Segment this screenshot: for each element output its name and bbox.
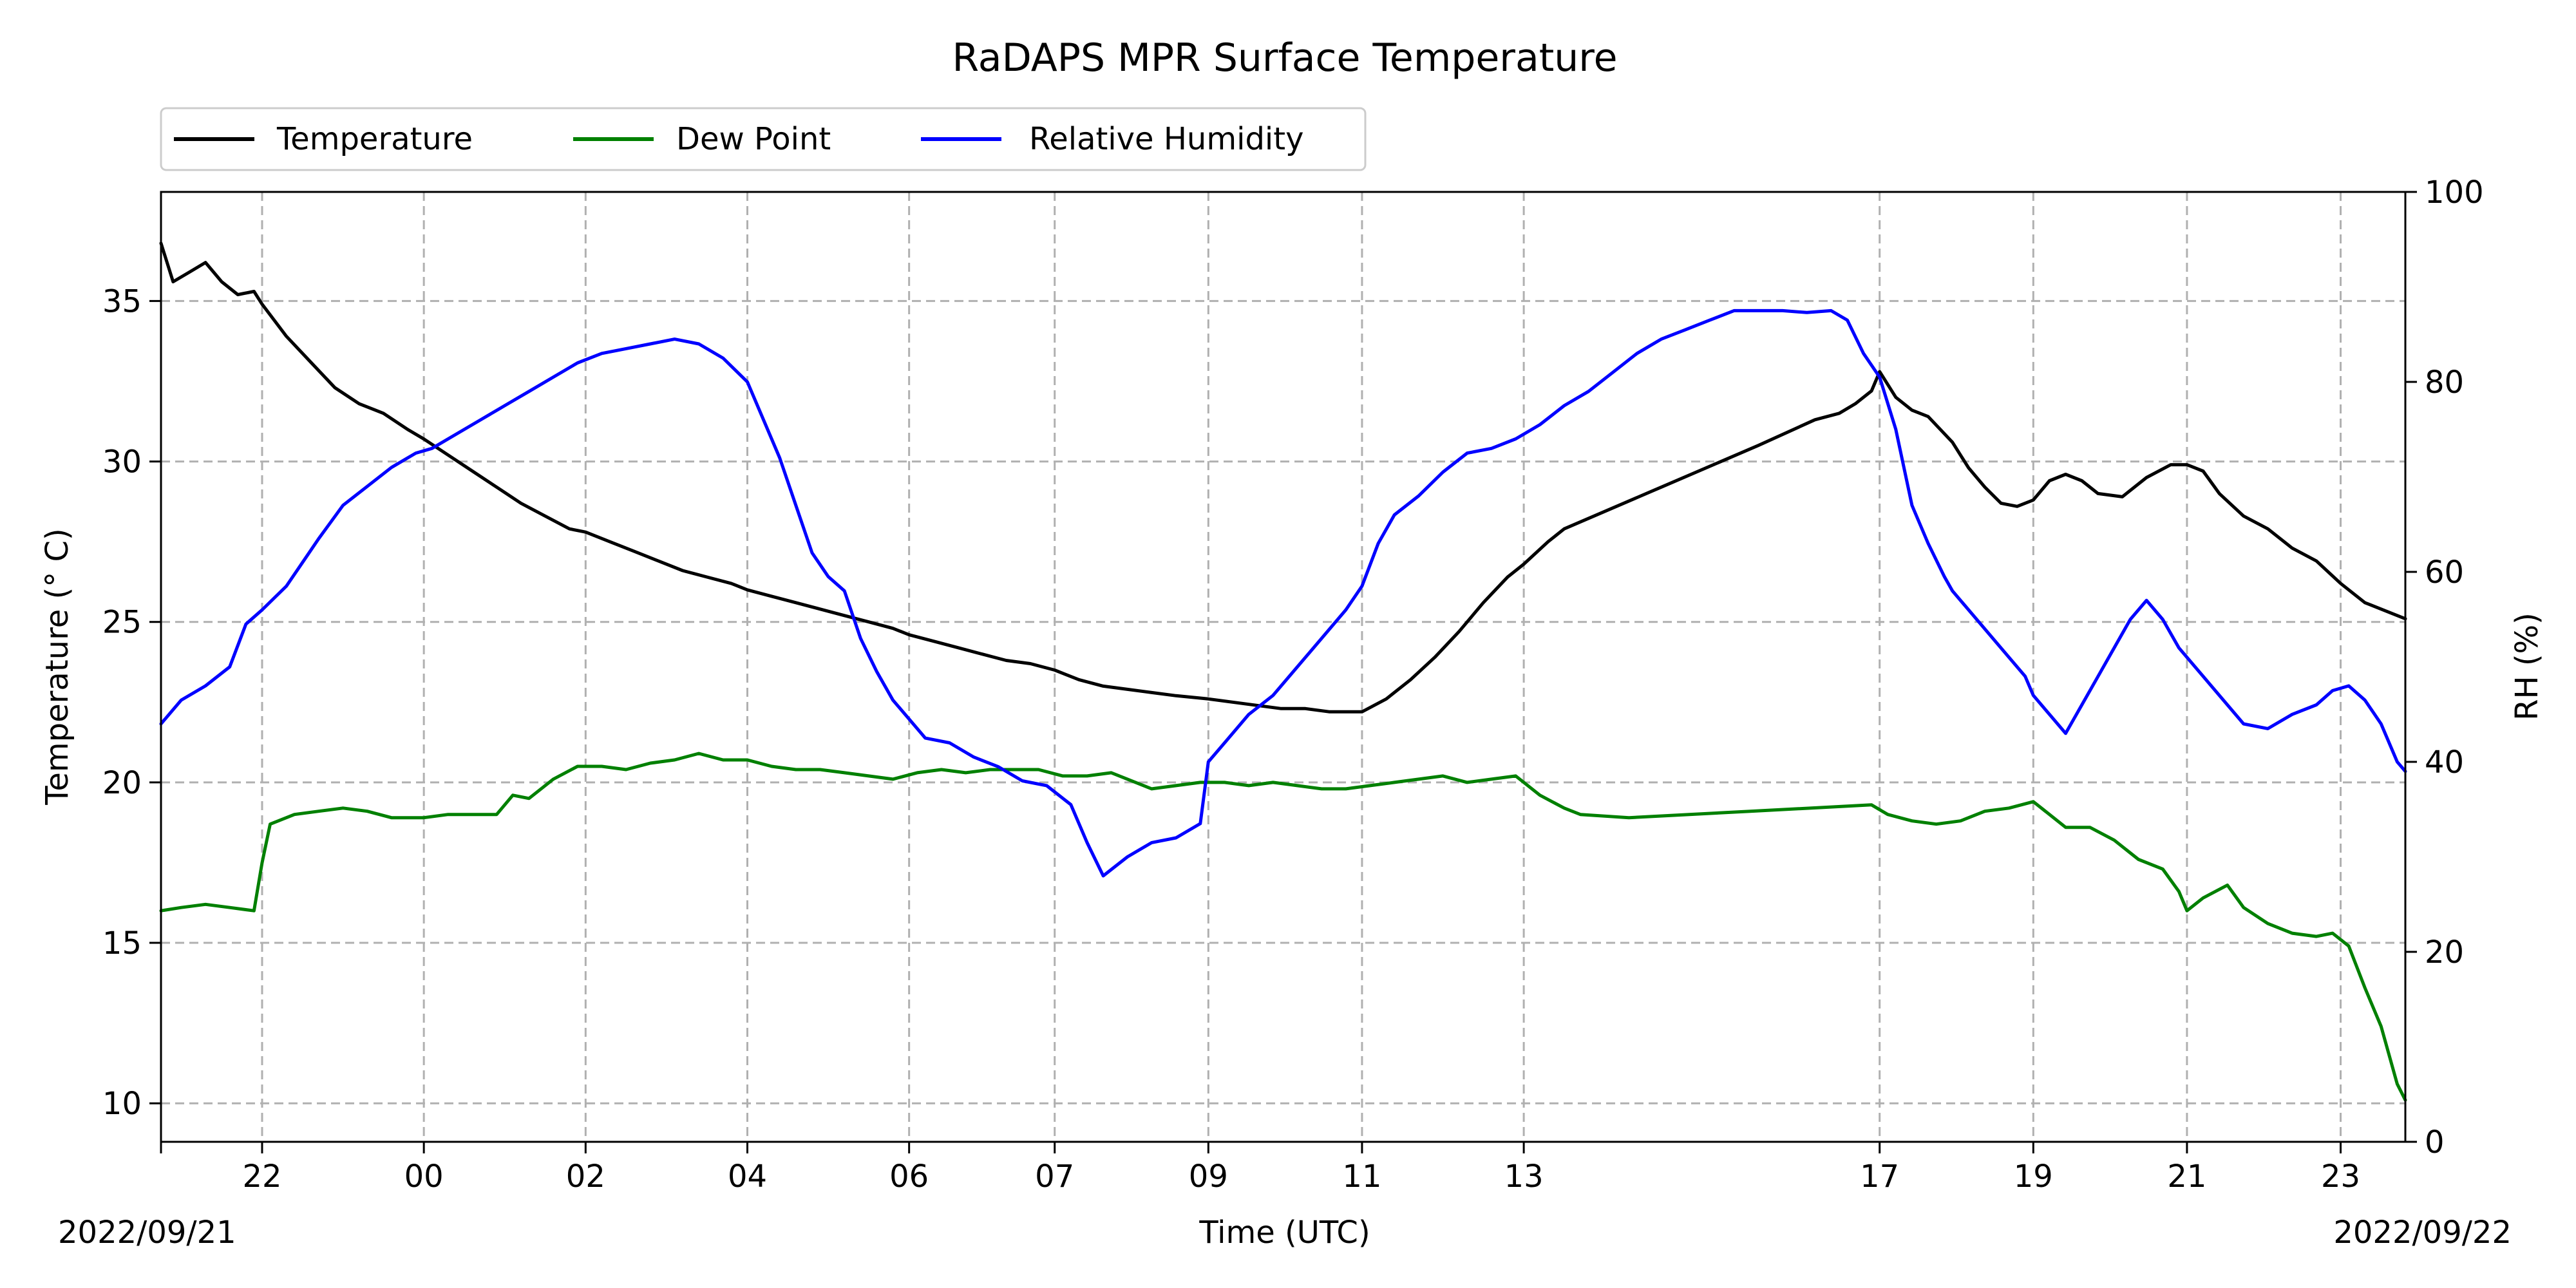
right-y-axis: 0 20 40 60 80 100: [2405, 175, 2484, 1160]
x-tick-label: 09: [1189, 1159, 1228, 1195]
x-tick-label: 13: [1504, 1159, 1544, 1195]
legend-rh-label: Relative Humidity: [1029, 121, 1303, 157]
x-tick-label: 02: [566, 1159, 605, 1195]
plot-frame: [160, 191, 2407, 1143]
left-y-axis: 10 15 20 25 30 35: [102, 283, 161, 1122]
left-y-tick-label: 15: [102, 925, 142, 961]
start-date-label: 2022/09/21: [58, 1215, 236, 1251]
right-y-axis-label: RH (%): [2509, 612, 2545, 721]
x-tick-label: 19: [2014, 1159, 2053, 1195]
right-y-tick-label: 80: [2425, 365, 2464, 401]
temperature-series-line: [159, 242, 2407, 714]
x-tick-label: 11: [1342, 1159, 1381, 1195]
left-y-tick-label: 10: [102, 1086, 142, 1122]
right-y-tick-label: 20: [2425, 934, 2464, 971]
legend-box: [160, 107, 1367, 171]
right-y-tick-label: 60: [2425, 554, 2464, 591]
x-tick-label: 21: [2167, 1159, 2206, 1195]
x-tick-label: 23: [2321, 1159, 2360, 1195]
right-y-tick-label: 40: [2425, 744, 2464, 781]
dew-point-series-line: [159, 752, 2407, 1102]
legend: Temperature Dew Point Relative Humidity: [160, 107, 1367, 171]
left-y-tick-label: 20: [102, 765, 142, 801]
right-y-tick-label: 0: [2425, 1124, 2445, 1160]
x-tick-label: 17: [1860, 1159, 1899, 1195]
x-tick-label: 22: [242, 1159, 281, 1195]
x-axis-label: Time (UTC): [1198, 1215, 1370, 1251]
x-tick-label: 06: [889, 1159, 929, 1195]
series-group: [159, 242, 2407, 1102]
relative-humidity-series-line: [159, 308, 2407, 878]
left-y-tick-label: 25: [102, 605, 142, 641]
x-axis: 22 00 02 04 06 07 09 11 13 17 19 21 23: [160, 1142, 2360, 1195]
left-y-tick-label: 30: [102, 444, 142, 480]
right-y-tick-label: 100: [2425, 175, 2484, 211]
x-tick-label: 00: [404, 1159, 444, 1195]
left-y-tick-label: 35: [102, 283, 142, 319]
left-y-axis-label: Temperature (° C): [39, 528, 75, 806]
x-tick-label: 07: [1035, 1159, 1074, 1195]
legend-dewpoint-label: Dew Point: [676, 121, 831, 157]
chart-title: RaDAPS MPR Surface Temperature: [952, 35, 1617, 80]
legend-temperature-label: Temperature: [276, 121, 473, 157]
x-tick-label: 04: [728, 1159, 767, 1195]
end-date-label: 2022/09/22: [2333, 1215, 2512, 1251]
